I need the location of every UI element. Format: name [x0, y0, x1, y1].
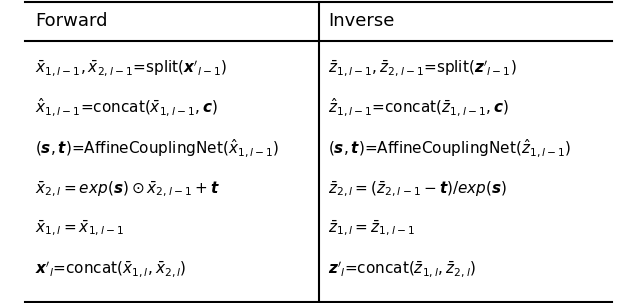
- Text: $(\boldsymbol{s},\boldsymbol{t})$=AffineCouplingNet$(\hat{x}_{1,l-1})$: $(\boldsymbol{s},\boldsymbol{t})$=Affine…: [35, 137, 280, 160]
- Text: $\hat{x}_{1,l-1}$=concat$(\bar{x}_{1,l-1},\boldsymbol{c})$: $\hat{x}_{1,l-1}$=concat$(\bar{x}_{1,l-1…: [35, 96, 218, 119]
- Text: $\bar{x}_{1,l-1},\bar{x}_{2,l-1}$=split$(\boldsymbol{x}'_{l-1})$: $\bar{x}_{1,l-1},\bar{x}_{2,l-1}$=split$…: [35, 58, 227, 78]
- Text: $\bar{z}_{2,l} = (\bar{z}_{2,l-1} - \boldsymbol{t})/exp(\boldsymbol{s})$: $\bar{z}_{2,l} = (\bar{z}_{2,l-1} - \bol…: [328, 180, 507, 199]
- Text: $\bar{z}_{1,l} = \bar{z}_{1,l-1}$: $\bar{z}_{1,l} = \bar{z}_{1,l-1}$: [328, 219, 415, 238]
- Text: Inverse: Inverse: [328, 12, 394, 30]
- Text: $\bar{x}_{2,l} = exp(\boldsymbol{s}) \odot \bar{x}_{2,l-1} + \boldsymbol{t}$: $\bar{x}_{2,l} = exp(\boldsymbol{s}) \od…: [35, 180, 220, 199]
- Text: $\hat{z}_{1,l-1}$=concat$(\bar{z}_{1,l-1},\boldsymbol{c})$: $\hat{z}_{1,l-1}$=concat$(\bar{z}_{1,l-1…: [328, 96, 509, 119]
- Text: $(\boldsymbol{s},\boldsymbol{t})$=AffineCouplingNet$(\hat{z}_{1,l-1})$: $(\boldsymbol{s},\boldsymbol{t})$=Affine…: [328, 137, 572, 160]
- Text: $\bar{z}_{1,l-1},\bar{z}_{2,l-1}$=split$(\boldsymbol{z}'_{l-1})$: $\bar{z}_{1,l-1},\bar{z}_{2,l-1}$=split$…: [328, 58, 516, 78]
- Text: Forward: Forward: [35, 12, 108, 30]
- Text: $\bar{x}_{1,l} = \bar{x}_{1,l-1}$: $\bar{x}_{1,l} = \bar{x}_{1,l-1}$: [35, 219, 124, 238]
- Text: $\boldsymbol{z}'_l$=concat$(\bar{z}_{1,l},\bar{z}_{2,l})$: $\boldsymbol{z}'_l$=concat$(\bar{z}_{1,l…: [328, 259, 476, 279]
- Text: $\boldsymbol{x}'_l$=concat$(\bar{x}_{1,l},\bar{x}_{2,l})$: $\boldsymbol{x}'_l$=concat$(\bar{x}_{1,l…: [35, 259, 186, 279]
